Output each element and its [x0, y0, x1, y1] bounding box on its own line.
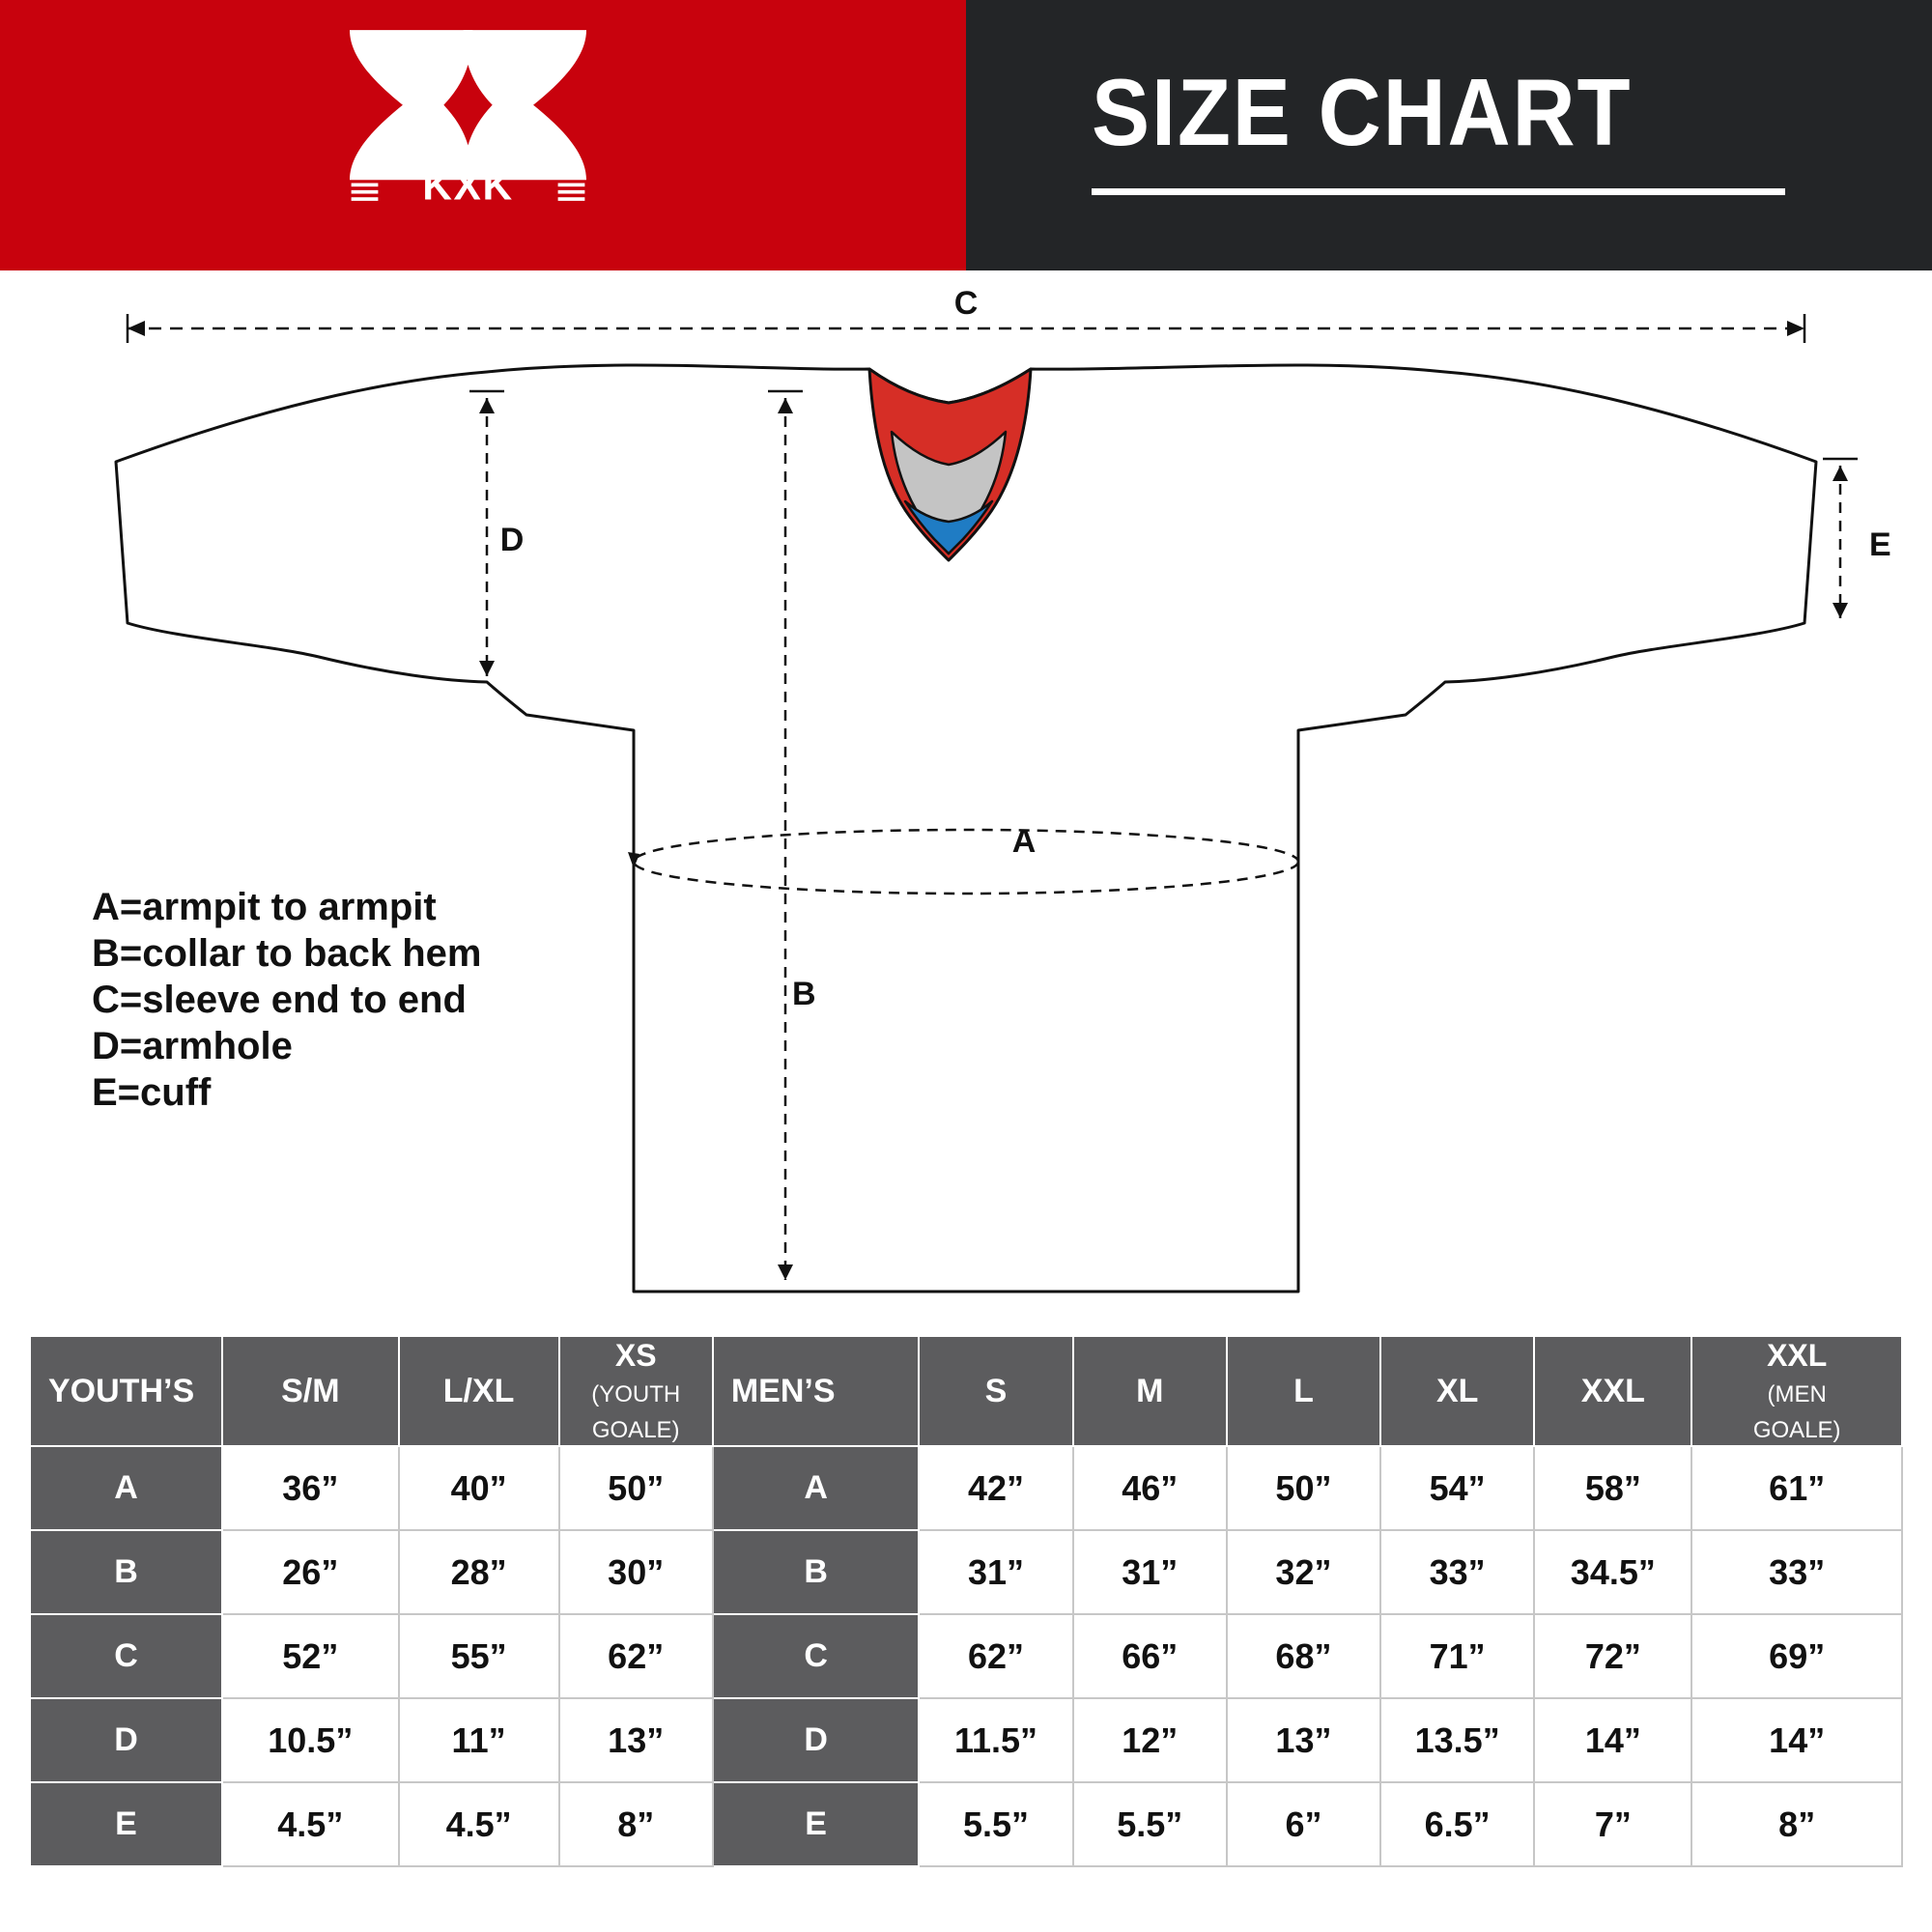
svg-text:E: E [1869, 526, 1891, 563]
svg-text:A=armpit to armpit: A=armpit to armpit [92, 886, 437, 928]
svg-text:C=sleeve end to end: C=sleeve end to end [92, 979, 467, 1021]
svg-text:C: C [954, 285, 979, 322]
svg-text:D: D [500, 522, 525, 558]
svg-text:D=armhole: D=armhole [92, 1025, 293, 1067]
svg-text:E=cuff: E=cuff [92, 1071, 212, 1114]
svg-text:B=collar to back hem: B=collar to back hem [92, 932, 481, 975]
svg-text:A: A [1012, 823, 1037, 860]
svg-text:B: B [792, 976, 816, 1012]
